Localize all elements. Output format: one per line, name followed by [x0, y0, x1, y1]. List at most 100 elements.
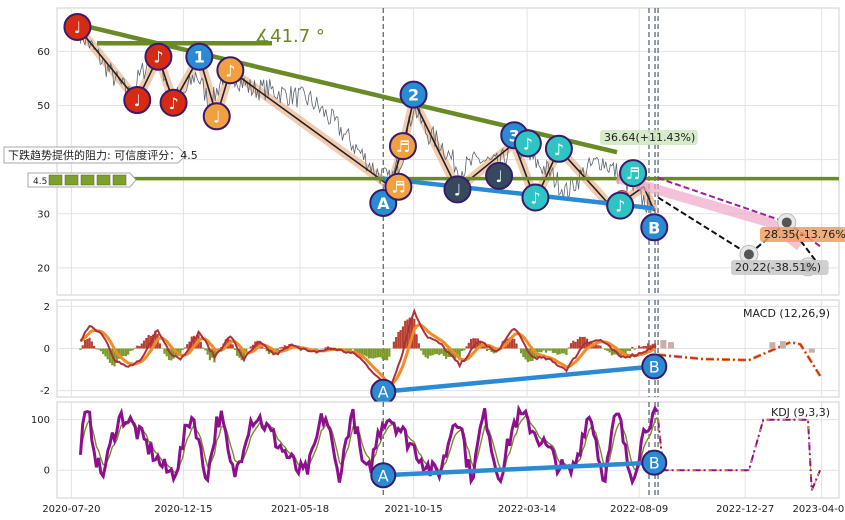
macd-histogram-bar — [256, 340, 259, 349]
macd-histogram-bar — [426, 348, 430, 359]
divergence-marker-label: B — [649, 454, 660, 473]
macd-histogram-bar — [261, 345, 264, 349]
y-tick-label: 50 — [37, 101, 50, 112]
macd-histogram-bar — [467, 342, 470, 349]
macd-histogram-bar — [324, 347, 327, 349]
macd-histogram-bar — [544, 348, 548, 353]
divergence-marker-label: A — [378, 466, 389, 485]
macd-histogram-bar — [138, 345, 141, 349]
x-tick-label: 2020-07-20 — [42, 504, 100, 515]
pivot-marker — [388, 132, 417, 161]
macd-histogram-bar — [172, 348, 175, 359]
macd-projection-bar — [769, 342, 776, 349]
projection-upper-label-bg — [600, 130, 698, 145]
macd-histogram-bar — [370, 348, 373, 359]
pivot-marker — [443, 175, 472, 204]
macd-histogram-bar — [163, 348, 166, 354]
pivot-marker-label: ♪ — [530, 189, 540, 208]
y-tick-label: -2 — [40, 386, 50, 397]
macd-histogram-bar — [633, 348, 636, 350]
pivot-marker — [544, 134, 573, 163]
score-star — [96, 174, 111, 186]
macd-histogram-bar — [578, 336, 582, 349]
pivot-marker-label: ♪ — [153, 48, 163, 67]
macd-histogram-bar — [372, 348, 375, 359]
score-badge-label: 4.5 — [33, 177, 47, 187]
score-star — [64, 174, 79, 186]
macd-histogram-bar — [283, 345, 286, 349]
divergence-line — [383, 364, 655, 394]
kdj-label: KDJ (9,3,3) — [771, 406, 830, 419]
macd-histogram-bar — [102, 348, 105, 355]
macd-histogram-bar — [435, 348, 439, 355]
x-tick-label: 2022-08-09 — [610, 504, 668, 515]
macd-histogram-bar — [576, 339, 579, 349]
macd-histogram-bar — [188, 341, 191, 349]
macd-signal-line — [80, 323, 656, 386]
pivot-marker — [485, 161, 514, 190]
macd-histogram-bar — [167, 348, 171, 360]
macd-histogram-bar — [429, 348, 432, 356]
macd-histogram-bar — [383, 348, 386, 361]
macd-histogram-bar — [574, 341, 577, 349]
pivot-marker-label: ♪ — [523, 134, 533, 153]
macd-histogram-bar — [113, 348, 116, 367]
macd-histogram-bar — [465, 346, 468, 349]
macd-histogram-bar — [638, 345, 641, 349]
macd-histogram-bar — [147, 335, 150, 349]
macd-histogram-bar — [485, 348, 489, 352]
macd-histogram-bar — [510, 336, 514, 349]
divergence-marker-label: A — [378, 383, 389, 402]
macd-histogram-bar — [556, 348, 559, 355]
macd-projection-line — [658, 341, 821, 377]
pivot-marker — [384, 172, 413, 201]
pivot-marker — [123, 86, 152, 115]
pivot-marker — [185, 42, 214, 71]
macd-histogram-bar — [88, 337, 91, 349]
macd-histogram-bar — [597, 345, 600, 349]
pivot-marker-label: ♩ — [74, 18, 82, 37]
macd-histogram-bar — [617, 348, 620, 357]
macd-histogram-bar — [374, 348, 377, 358]
macd-histogram-bar — [433, 348, 436, 355]
macd-histogram-bar — [515, 343, 518, 349]
projection-lower-label: 20.22(-38.51%) — [735, 261, 821, 274]
pivot-marker — [159, 88, 188, 117]
macd-histogram-bar — [456, 348, 459, 358]
macd-histogram-bar — [363, 348, 366, 356]
macd-histogram-bar — [133, 347, 137, 349]
resistance-tooltip-label: 下跌趋势提供的阻力: 可信度评分：4.5 — [8, 148, 198, 162]
macd-histogram-bar — [140, 343, 143, 349]
pivot-marker-label: ♩ — [454, 180, 462, 199]
macd-histogram-bar — [233, 348, 236, 351]
macd-histogram-bar — [522, 348, 525, 358]
macd-histogram-bar — [127, 348, 130, 355]
macd-histogram-bar — [594, 343, 598, 349]
macd-histogram-bar — [483, 346, 486, 349]
macd-histogram-bar — [181, 348, 184, 351]
pivot-marker-label: ♪ — [168, 94, 178, 113]
macd-histogram-bar — [192, 335, 196, 349]
macd-histogram-bar — [251, 344, 255, 349]
pivot-marker — [202, 102, 231, 131]
divergence-marker — [641, 353, 668, 380]
macd-histogram-bar — [165, 348, 168, 357]
macd-histogram-bar — [122, 348, 125, 357]
pivot-marker-label: 3 — [509, 126, 520, 145]
macd-histogram-bar — [599, 345, 602, 349]
macd-histogram-bar — [610, 348, 613, 356]
projection-upper-label: 36.64(+11.43%) — [604, 131, 695, 144]
macd-histogram-bar — [265, 348, 268, 352]
macd-histogram-bar — [199, 341, 202, 349]
macd-histogram-bar — [347, 348, 350, 350]
macd-histogram-bar — [463, 348, 466, 351]
macd-histogram-bar — [460, 348, 464, 352]
macd-histogram-bar — [131, 348, 134, 351]
resistance-tooltip-bg — [3, 146, 187, 164]
x-tick-label: 2022-12-27 — [716, 504, 774, 515]
macd-histogram-bar — [351, 348, 355, 350]
macd-projection-bar — [667, 342, 674, 349]
y-tick-label: 2 — [44, 302, 50, 313]
divergence-marker-label: B — [649, 357, 660, 376]
pivot-marker-label: ♬ — [391, 178, 405, 197]
